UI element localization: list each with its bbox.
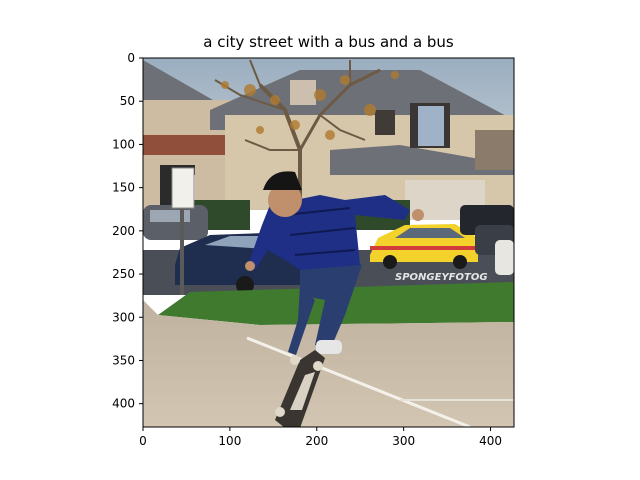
y-tick-label: 400 (112, 397, 135, 411)
y-tick-label: 350 (112, 353, 135, 367)
x-axis-ticks: 0 100 200 300 400 (139, 427, 502, 448)
y-tick-label: 100 (112, 137, 135, 151)
x-tick-label: 300 (392, 434, 415, 448)
y-tick-label: 0 (127, 51, 135, 65)
x-tick-label: 200 (305, 434, 328, 448)
lamp-post (171, 167, 195, 295)
skateboard (275, 350, 325, 427)
skateboarder (245, 171, 424, 427)
photo: SPONGEYFOTOG (142, 57, 515, 428)
y-tick-label: 250 (112, 267, 135, 281)
dark-suv (460, 205, 514, 255)
y-tick-label: 200 (112, 224, 135, 238)
y-axis-ticks: 0 50 100 150 200 250 300 350 400 (112, 51, 143, 411)
y-tick-label: 300 (112, 310, 135, 324)
x-tick-label: 0 (139, 434, 147, 448)
concrete (143, 300, 514, 427)
x-tick-label: 100 (218, 434, 241, 448)
photo-frame (142, 57, 515, 428)
y-tick-label: 50 (120, 94, 135, 108)
watermark: SPONGEYFOTOG (395, 272, 488, 283)
tree-leaves (221, 71, 399, 140)
parked-car-left (143, 205, 208, 240)
figure-title: a city street with a bus and a bus (203, 33, 454, 51)
x-tick-label: 400 (479, 434, 502, 448)
yellow-car (370, 224, 478, 269)
white-car (495, 240, 514, 275)
y-tick-label: 150 (112, 181, 135, 195)
